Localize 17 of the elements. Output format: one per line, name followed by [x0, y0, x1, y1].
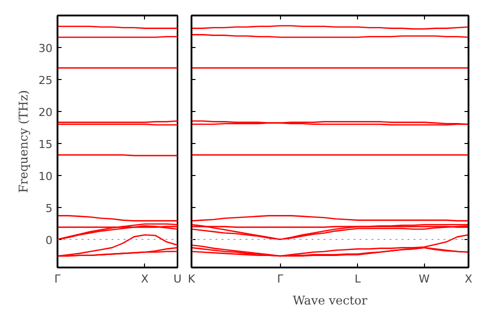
x-axis-title: Wave vector: [292, 294, 368, 308]
x-tick-label: Γ: [54, 272, 62, 286]
y-tick-label: 10: [38, 170, 53, 183]
y-tick-label: 0: [46, 234, 52, 247]
x-tick-label: Γ: [277, 272, 284, 286]
x-tick-label: K: [188, 272, 196, 286]
y-tick-label: 30: [38, 42, 53, 55]
y-tick-label: 15: [38, 138, 53, 151]
x-tick-label: X: [141, 272, 150, 286]
x-tick-label: W: [418, 272, 430, 286]
x-tick-label: U: [173, 272, 182, 286]
y-tick-label: 20: [38, 106, 53, 119]
x-tick-label: X: [464, 272, 473, 286]
y-axis-title: Frequency (THz): [16, 90, 31, 193]
x-tick-label: L: [354, 272, 362, 286]
y-tick-label: 5: [46, 202, 52, 215]
y-tick-label: 25: [38, 74, 53, 87]
